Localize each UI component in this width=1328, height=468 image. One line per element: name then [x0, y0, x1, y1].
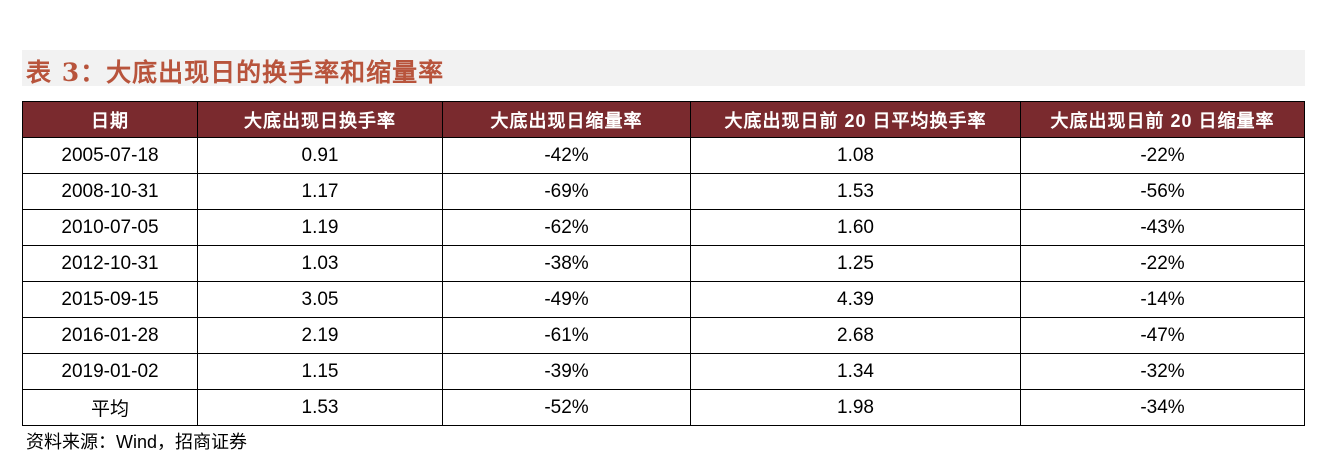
table-cell: -14% — [1020, 281, 1305, 318]
table-row: 2005-07-18 0.91 -42% 1.08 -22% — [22, 137, 1305, 174]
table-cell: 1.08 — [690, 137, 1021, 174]
title-bar: 表 3：大底出现日的换手率和缩量率 — [22, 50, 1305, 87]
table-cell: -39% — [442, 353, 691, 390]
table-cell: 0.91 — [197, 137, 443, 174]
table-cell: 1.53 — [690, 173, 1021, 210]
table-row: 2008-10-31 1.17 -69% 1.53 -56% — [22, 173, 1305, 210]
table-row: 2010-07-05 1.19 -62% 1.60 -43% — [22, 209, 1305, 246]
table-cell: -38% — [442, 245, 691, 282]
table-cell: 4.39 — [690, 281, 1021, 318]
table-cell: -56% — [1020, 173, 1305, 210]
table-cell: 1.17 — [197, 173, 443, 210]
table-cell: -49% — [442, 281, 691, 318]
table-cell: 2012-10-31 — [22, 245, 198, 282]
table-body: 2005-07-18 0.91 -42% 1.08 -22% 2008-10-31 1.17… — [22, 137, 1305, 426]
table-cell: -42% — [442, 137, 691, 174]
table-row: 2012-10-31 1.03 -38% 1.25 -22% — [22, 245, 1305, 282]
table-cell: 1.34 — [690, 353, 1021, 390]
table-cell: -43% — [1020, 209, 1305, 246]
table-cell: -34% — [1020, 389, 1305, 426]
header-row: 日期 大底出现日换手率 大底出现日缩量率 大底出现日前 20 日平均换手率 大底出现日前… — [22, 101, 1305, 138]
table-cell: -22% — [1020, 137, 1305, 174]
table-cell: 2010-07-05 — [22, 209, 198, 246]
table-cell: 1.03 — [197, 245, 443, 282]
table-cell: 1.60 — [690, 209, 1021, 246]
header-cell: 大底出现日前 20 日平均换手率 — [690, 101, 1021, 138]
table-cell: 平均 — [22, 389, 198, 426]
table-cell: 3.05 — [197, 281, 443, 318]
header-cell: 大底出现日缩量率 — [442, 101, 691, 138]
data-table: 日期 大底出现日换手率 大底出现日缩量率 大底出现日前 20 日平均换手率 大底出现日前… — [22, 101, 1305, 426]
table-cell: 2.19 — [197, 317, 443, 354]
table-row: 2019-01-02 1.15 -39% 1.34 -32% — [22, 353, 1305, 390]
header-cell: 大底出现日前 20 日缩量率 — [1020, 101, 1305, 138]
table-cell: -69% — [442, 173, 691, 210]
table-cell: 2008-10-31 — [22, 173, 198, 210]
table-cell: 2005-07-18 — [22, 137, 198, 174]
header-cell: 日期 — [22, 101, 198, 138]
table-cell: 1.25 — [690, 245, 1021, 282]
table-cell: 2015-09-15 — [22, 281, 198, 318]
table-cell: 1.19 — [197, 209, 443, 246]
table-cell: -22% — [1020, 245, 1305, 282]
source-note: 资料来源：Wind，招商证券 — [26, 432, 248, 452]
table-cell: -47% — [1020, 317, 1305, 354]
table-row: 2015-09-15 3.05 -49% 4.39 -14% — [22, 281, 1305, 318]
table-cell: -61% — [442, 317, 691, 354]
table-cell: 1.98 — [690, 389, 1021, 426]
table-cell: 1.53 — [197, 389, 443, 426]
table-title: 表 3：大底出现日的换手率和缩量率 — [26, 58, 445, 87]
table-row: 平均 1.53 -52% 1.98 -34% — [22, 389, 1305, 426]
table-cell: 2.68 — [690, 317, 1021, 354]
table-cell: 1.15 — [197, 353, 443, 390]
table-cell: -52% — [442, 389, 691, 426]
table-cell: 2016-01-28 — [22, 317, 198, 354]
header-cell: 大底出现日换手率 — [197, 101, 443, 138]
table-cell: 2019-01-02 — [22, 353, 198, 390]
table-row: 2016-01-28 2.19 -61% 2.68 -47% — [22, 317, 1305, 354]
table-cell: -62% — [442, 209, 691, 246]
table-cell: -32% — [1020, 353, 1305, 390]
